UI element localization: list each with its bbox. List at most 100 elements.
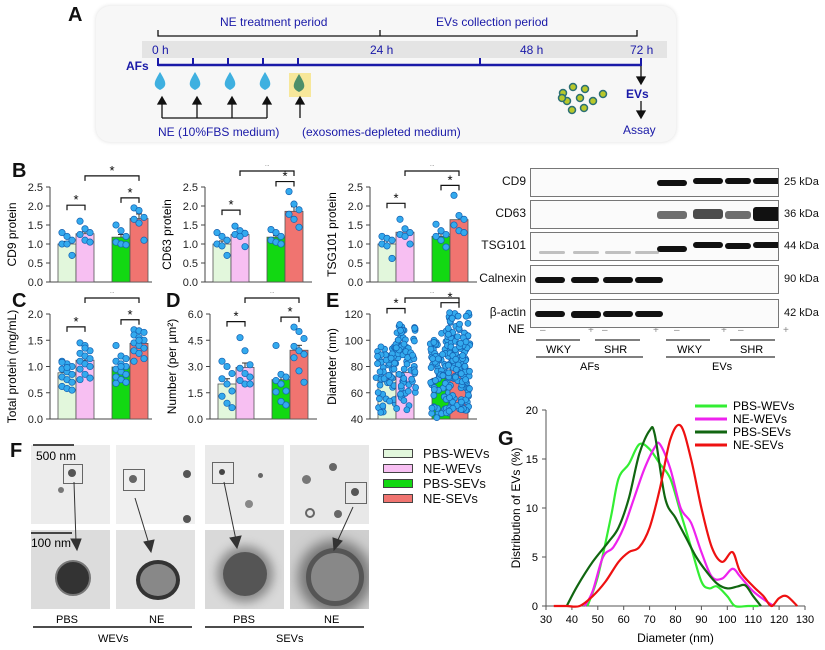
x-tick-label: 70 <box>643 614 655 626</box>
tem-pbs-wevs-zoom <box>31 530 110 609</box>
group-label-wevs: WEVs <box>98 633 129 645</box>
ne-note: NE (10%FBS medium) <box>158 125 279 139</box>
sig-bracket-ne <box>239 170 295 176</box>
data-point <box>295 206 303 214</box>
data-point <box>86 355 94 363</box>
tick-72h: 72 h <box>630 43 653 57</box>
tick-24h: 24 h <box>370 43 393 57</box>
data-point <box>374 389 382 396</box>
source-afs: AFs <box>580 361 600 372</box>
data-point <box>277 380 285 388</box>
data-point <box>403 360 411 368</box>
panel-label-d: D <box>166 290 181 312</box>
data-point <box>295 347 303 355</box>
data-point <box>223 399 231 407</box>
data-point <box>86 229 94 237</box>
data-point <box>68 378 76 386</box>
data-point <box>246 380 254 388</box>
legend-label-pbs-wevs: PBS-WEVs <box>733 399 794 413</box>
col-label-pbs-wevs: PBS <box>56 614 78 626</box>
data-point <box>272 341 280 350</box>
y-tick-label: 60 <box>351 388 363 400</box>
sig-bracket-ne-star: * <box>264 165 269 173</box>
data-point <box>396 321 404 328</box>
period-ne: NE treatment period <box>220 15 327 29</box>
data-point <box>277 240 285 248</box>
y-tick-label: 3.0 <box>188 362 203 374</box>
sig-bracket-ne-star: * <box>429 165 434 173</box>
x-tick-label: 120 <box>770 614 788 626</box>
y-tick-label: 120 <box>345 309 363 321</box>
data-point <box>218 375 226 383</box>
y-tick-label: 2.5 <box>348 182 363 194</box>
sig-bracket-wevs-star: * <box>73 314 78 329</box>
data-point <box>86 362 94 371</box>
data-point <box>236 334 244 342</box>
data-point <box>122 241 130 249</box>
data-point <box>135 336 143 344</box>
data-point <box>68 386 76 394</box>
afs-label: AFs <box>126 59 149 73</box>
data-point <box>401 225 409 233</box>
sig-bracket-ne <box>404 170 460 176</box>
period-brackets <box>157 30 638 37</box>
blot-label-cd9: CD9 <box>501 174 526 188</box>
data-point <box>140 213 148 221</box>
data-point <box>246 373 254 381</box>
data-point <box>397 390 404 398</box>
kda-calnexin: 90 kDa <box>784 273 819 285</box>
sig-bracket-wevs-star: * <box>228 197 233 212</box>
data-point <box>400 375 408 382</box>
data-point <box>448 314 456 322</box>
data-point <box>442 230 450 239</box>
panel-label-c: C <box>12 290 27 312</box>
sig-bracket-wevs-star: * <box>393 296 398 311</box>
ne-sign: – <box>674 325 680 336</box>
y-tick-label: 1.5 <box>183 220 198 232</box>
data-point <box>460 229 468 237</box>
data-point <box>379 402 387 410</box>
data-point <box>285 188 293 196</box>
data-point <box>456 320 463 328</box>
data-point <box>454 312 462 320</box>
data-point <box>427 364 435 372</box>
evs-label: EVs <box>626 87 649 101</box>
data-point <box>437 236 445 244</box>
data-point <box>391 359 399 367</box>
data-point <box>437 227 445 235</box>
y-tick-label: 0.5 <box>28 388 43 400</box>
chart-size-distribution: 0 5 10 15 20 30 40 50 60 70 80 90 100 110 120 130 Diamet… <box>509 399 814 645</box>
col-label-ne-wevs: NE <box>149 614 164 626</box>
strain-shr-evs: SHR <box>740 344 763 356</box>
ne-drop-icons <box>154 72 311 97</box>
y-tick-label: 10 <box>526 503 538 515</box>
y-tick-label: 40 <box>351 414 363 426</box>
data-point <box>68 251 76 259</box>
y-tick-label: 0.0 <box>28 414 43 426</box>
data-point <box>466 385 473 392</box>
data-point <box>411 368 419 376</box>
bar-ne-wevs <box>230 234 250 283</box>
sig-bracket-ne-star: * <box>109 292 114 300</box>
y-tick-label: 1.0 <box>183 239 198 251</box>
zoom-arrows <box>70 481 354 554</box>
data-point <box>396 215 404 223</box>
data-point <box>76 217 84 225</box>
data-point <box>393 405 400 412</box>
data-point <box>450 221 458 229</box>
data-point <box>400 365 408 373</box>
data-point <box>429 355 436 363</box>
data-point <box>285 210 293 218</box>
series-line-pbs-sevs <box>565 425 762 607</box>
y-tick-label: 2.0 <box>183 201 198 213</box>
y-tick-label: 0.5 <box>348 258 363 270</box>
data-point <box>236 364 244 372</box>
data-point <box>411 324 419 332</box>
data-point <box>213 229 221 237</box>
sig-bracket-sevs-star: * <box>282 169 287 184</box>
y-axis-label: TSG101 protein <box>325 192 339 277</box>
drop-icon <box>224 72 236 90</box>
y-tick-label: 0.0 <box>28 277 43 289</box>
data-point <box>223 362 231 371</box>
